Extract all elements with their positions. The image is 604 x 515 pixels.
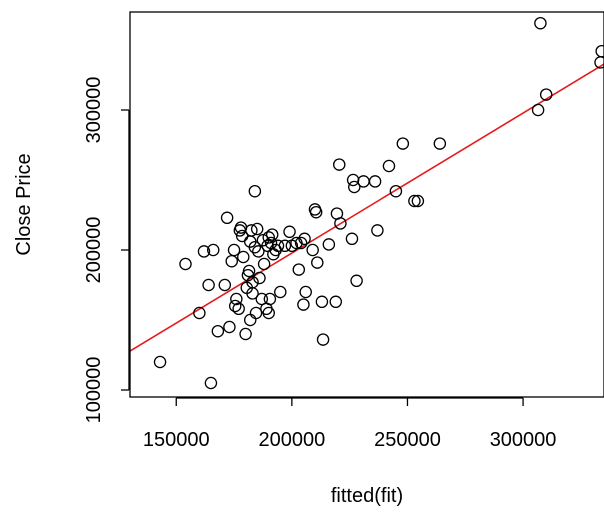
data-point-48 [274, 285, 287, 299]
data-point-40 [262, 306, 275, 320]
data-point-63 [316, 333, 330, 346]
data-point-33 [252, 245, 265, 258]
data-point-47 [271, 239, 285, 253]
data-point-39 [261, 239, 274, 253]
data-point-44 [265, 228, 279, 241]
data-point-68 [334, 217, 347, 230]
data-point-82 [531, 103, 545, 117]
data-point-41 [262, 231, 275, 244]
data-point-71 [348, 180, 361, 194]
data-point-15 [232, 302, 245, 316]
data-point-50 [283, 225, 296, 239]
data-point-29 [248, 184, 262, 198]
data-point-79 [408, 194, 421, 208]
data-point-37 [257, 257, 271, 271]
data-point-74 [368, 175, 382, 188]
data-point-12 [227, 243, 241, 257]
data-point-1 [179, 257, 192, 271]
data-point-86 [595, 44, 604, 58]
y-tick-label-1: 200000 [83, 217, 105, 284]
data-point-58 [306, 243, 319, 257]
data-point-52 [290, 236, 303, 250]
data-point-55 [297, 298, 310, 311]
data-point-3 [197, 245, 211, 258]
data-point-5 [204, 376, 218, 390]
x-tick-label-0: 150000 [143, 429, 210, 451]
data-point-0 [153, 355, 167, 369]
data-point-69 [345, 232, 359, 246]
data-point-64 [322, 238, 336, 251]
data-point-60 [309, 205, 323, 219]
y-axis-label: Close Price [13, 153, 35, 255]
data-point-6 [206, 243, 220, 257]
data-point-67 [333, 158, 346, 171]
data-point-54 [294, 236, 308, 250]
data-point-13 [228, 299, 242, 313]
x-axis: 150000 200000 250000 300000 [143, 397, 557, 451]
data-point-62 [315, 295, 329, 309]
data-point-61 [311, 256, 324, 269]
data-point-2 [193, 306, 206, 320]
x-tick-label-1: 200000 [258, 429, 325, 451]
data-point-75 [371, 224, 384, 237]
data-point-57 [299, 285, 312, 299]
y-axis: 100000 200000 300000 [83, 77, 130, 424]
data-point-42 [263, 292, 277, 306]
data-point-81 [433, 137, 447, 150]
data-point-4 [202, 278, 215, 292]
data-point-20 [239, 327, 252, 341]
data-point-80 [411, 194, 425, 208]
data-point-49 [278, 239, 292, 253]
data-point-65 [329, 295, 343, 309]
data-point-8 [218, 278, 232, 292]
data-point-24 [243, 313, 257, 327]
data-point-11 [225, 254, 238, 268]
plot-frame [129, 11, 604, 398]
data-point-34 [253, 271, 266, 285]
data-point-26 [245, 224, 258, 237]
data-point-78 [396, 137, 410, 150]
data-point-14 [230, 292, 243, 306]
data-point-7 [211, 324, 225, 338]
data-point-72 [350, 274, 363, 288]
data-point-77 [389, 184, 403, 198]
plot-area [130, 16, 604, 390]
y-tick-label-2: 300000 [83, 77, 105, 144]
data-point-83 [534, 16, 547, 30]
data-point-28 [246, 275, 259, 289]
data-point-56 [298, 232, 311, 246]
data-point-84 [539, 88, 553, 101]
data-point-19 [237, 250, 250, 264]
regression-line [130, 63, 604, 352]
data-point-32 [250, 222, 264, 236]
data-point-30 [248, 240, 262, 254]
y-tick-label-0: 100000 [83, 357, 105, 424]
data-point-23 [242, 264, 256, 278]
data-point-9 [220, 211, 234, 225]
data-point-73 [357, 175, 370, 188]
x-tick-label-2: 250000 [374, 429, 441, 451]
data-point-53 [292, 263, 306, 276]
x-tick-label-3: 300000 [490, 429, 557, 451]
data-point-10 [223, 320, 236, 334]
data-point-31 [249, 306, 263, 320]
x-axis-label: fitted(fit) [331, 485, 403, 507]
data-point-76 [382, 159, 396, 173]
